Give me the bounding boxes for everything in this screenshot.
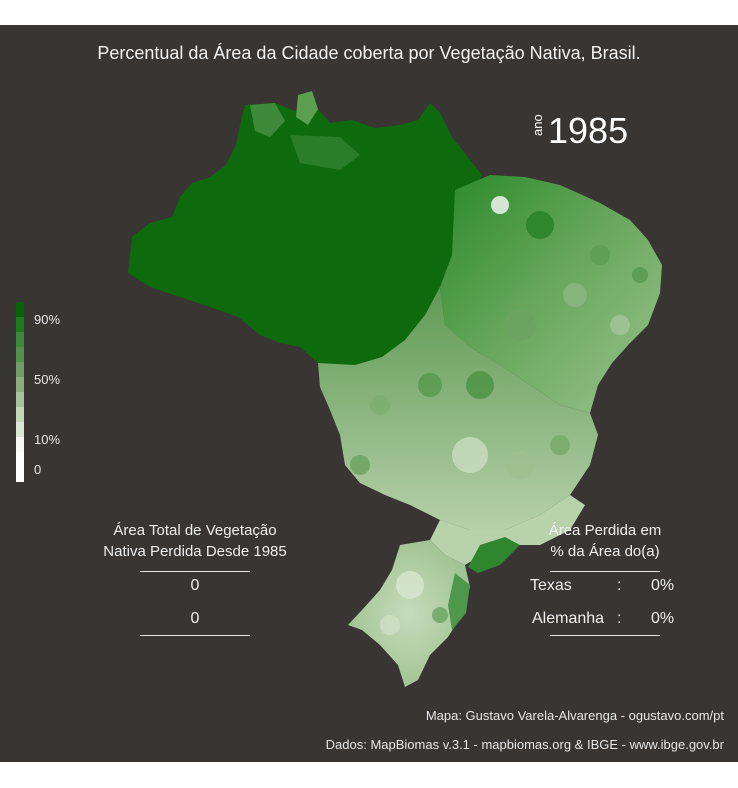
percent-loss-heading-line2: % da Área do(a) [550,543,660,560]
region-pa-patch [290,135,360,170]
data-credit: Dados: MapBiomas v.3.1 - mapbiomas.org &… [325,737,724,752]
total-loss-heading-line2: Nativa Perdida Desde 1985 [103,543,287,560]
municipality-patches [350,196,648,635]
map-panel: Percentual da Área da Cidade coberta por… [0,25,738,762]
country-sep: : [617,577,622,594]
divider [140,571,250,572]
legend-swatch [16,317,24,332]
country-value-texas: 0% [651,577,675,594]
legend-swatch [16,452,24,482]
region-roraima [250,103,285,137]
total-loss-value-1: 0 [190,577,200,594]
region-south-coast [448,573,470,630]
legend-swatch [16,377,24,392]
legend-swatch [16,392,24,407]
legend-swatch [16,407,24,422]
country-value-alemanha: 0% [651,610,675,627]
total-loss-block: Área Total de Vegetação Nativa Perdida D… [90,520,300,562]
country-sep: : [617,610,622,627]
legend-swatch [16,422,24,437]
region-amapa [296,91,318,125]
legend-swatch [16,347,24,362]
legend-swatch [16,302,24,317]
divider [550,571,660,572]
legend-label-90: 90% [34,312,61,327]
region-south [348,540,470,687]
legend-swatch [16,437,24,452]
region-southeast [430,495,585,565]
percent-loss-heading-line1: Área Perdida em [548,522,662,539]
region-northeast [440,175,662,413]
brazil-map [128,91,662,687]
legend-label-50: 50% [34,372,61,387]
divider [550,635,660,636]
legend-swatch [16,332,24,347]
country-name-alemanha: Alemanha [532,610,605,627]
legend-label-10: 10% [34,432,61,447]
map-credit: Mapa: Gustavo Varela-Alvarenga - ogustav… [425,708,724,723]
total-loss-value-2: 0 [190,610,200,627]
country-name-texas: Texas [530,577,572,594]
legend-swatch [16,362,24,377]
total-loss-heading-line1: Área Total de Vegetação [113,522,277,539]
map-title: Percentual da Área da Cidade coberta por… [97,43,641,63]
region-coast-forest [468,537,520,573]
divider [140,635,250,636]
legend-label-0: 0 [34,462,42,477]
region-north [128,103,482,370]
percent-loss-block: Área Perdida em % da Área do(a) [525,520,685,562]
legend-colorbar [16,302,24,482]
year-value: 1985 [548,110,629,151]
